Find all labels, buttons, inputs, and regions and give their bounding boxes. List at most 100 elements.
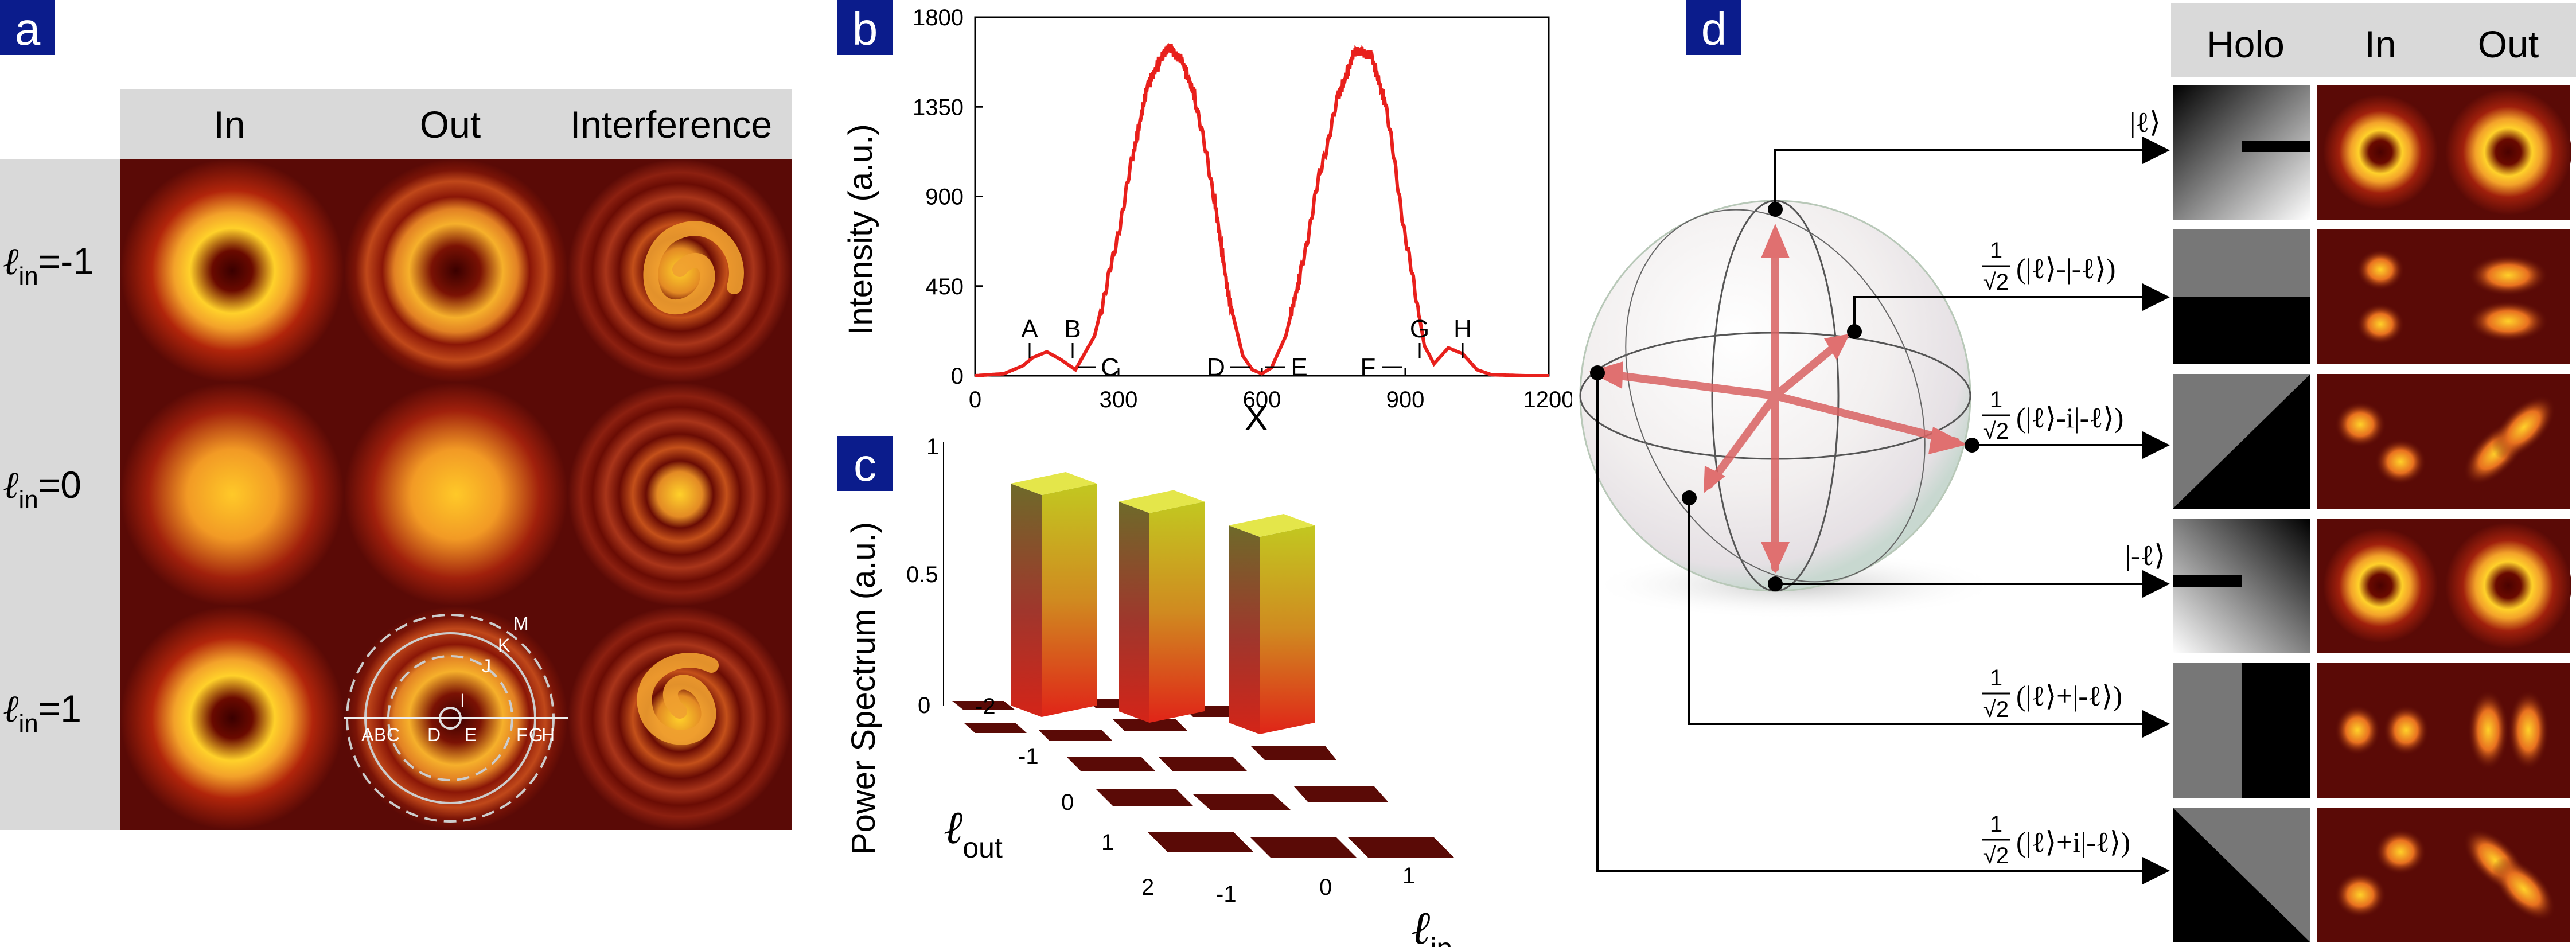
y-tick-label: 0 (951, 364, 964, 389)
interference-lminus1 (568, 159, 792, 383)
svg-text:√2: √2 (1983, 697, 2009, 722)
state-label-l: |ℓ⟩ (2130, 106, 2160, 138)
lout-tick-0: 0 (1061, 790, 1074, 815)
lout-tick-minus2: -2 (975, 694, 996, 719)
annot-B: B (1064, 315, 1081, 343)
panel-b: b Intensity (a.u.) 0 450 900 1350 1800 0 300 60… (837, 0, 1572, 436)
svg-text:(|ℓ⟩-|-ℓ⟩): (|ℓ⟩-|-ℓ⟩) (2016, 252, 2116, 285)
svg-text:B: B (374, 724, 386, 745)
header-bar-a (120, 89, 792, 159)
svg-text:C: C (387, 724, 400, 745)
lin-tick-0: 0 (1319, 875, 1332, 900)
lin-tick-minus1: -1 (1216, 882, 1237, 907)
panel-label-a-bg (0, 0, 55, 55)
bar-front (1119, 501, 1149, 723)
row-label-lin-1: ℓin=1 (3, 687, 81, 738)
col-header-in: In (213, 103, 245, 146)
y-tick-label: 450 (925, 274, 964, 299)
panel-a: a In Out Interference ℓin=-1 ℓin=0 ℓin=1… (0, 0, 792, 830)
state-label-plus: 1 √2 (|ℓ⟩+|-ℓ⟩) (1982, 665, 2122, 722)
col-header-interference: Interference (570, 103, 772, 146)
header-bar-d (2171, 3, 2576, 77)
row-label-lin-0: ℓin=0 (3, 463, 81, 514)
y-tick-label: 1800 (913, 5, 964, 30)
panel-label-d: d (1701, 3, 1727, 54)
panel-label-a: a (15, 3, 41, 54)
y-tick-label: 1350 (913, 95, 964, 120)
svg-text:I: I (460, 690, 465, 711)
panel-label-c: c (854, 439, 876, 490)
in-out-column (2317, 85, 2571, 942)
svg-text:K: K (498, 635, 510, 656)
svg-text:J: J (482, 656, 491, 676)
bar-side (1042, 484, 1097, 717)
x-tick-label: 0 (969, 387, 981, 412)
beam-in-l1 (120, 606, 344, 830)
state-labels: |ℓ⟩ 1 √2 (|ℓ⟩-|-ℓ⟩) 1 √2 (|ℓ⟩-i|-ℓ⟩) |-ℓ… (1982, 106, 2165, 868)
beam-out-l1-annotated: A B C D E F G H I J K M (344, 606, 568, 830)
bar-top (1011, 472, 1097, 495)
panel-label-d-bg (1686, 0, 1741, 55)
state-label-minus-l: |-ℓ⟩ (2125, 539, 2165, 571)
interference-l0 (568, 383, 792, 606)
svg-text:1: 1 (1990, 812, 2002, 837)
x-tick-label: 1200 (1523, 387, 1572, 412)
plot-frame (974, 16, 1550, 377)
col-header-in-d: In (2364, 23, 2396, 65)
svg-text:1: 1 (1990, 238, 2002, 263)
chart-b-ticks: 0 450 900 1350 1800 0 300 600 900 1200 (913, 5, 1572, 412)
col-header-out-d: Out (2478, 23, 2539, 65)
x-tick-label: 600 (1243, 387, 1281, 412)
beam-in-l0 (120, 383, 344, 606)
state-label-minus: 1 √2 (|ℓ⟩-|-ℓ⟩) (1982, 238, 2116, 295)
bars-3d (1011, 472, 1315, 734)
beam-out-l0 (344, 383, 568, 606)
svg-text:1: 1 (1990, 665, 2002, 691)
bar-top (1119, 490, 1205, 513)
region-annotations: A B C D E F G H (1021, 315, 1472, 381)
bloch-sphere (1579, 200, 2002, 619)
lin-tick-1: 1 (1402, 863, 1415, 888)
svg-text:(|ℓ⟩-i|-ℓ⟩): (|ℓ⟩-i|-ℓ⟩) (2016, 402, 2123, 434)
svg-text:√2: √2 (1983, 843, 2009, 868)
y-tick-label: 900 (925, 185, 964, 210)
bar-side (1149, 501, 1205, 723)
panel-label-c-bg (837, 436, 893, 491)
svg-text:A: A (361, 724, 374, 745)
svg-text:1: 1 (1990, 387, 2002, 412)
svg-text:E: E (465, 724, 477, 745)
svg-text:M: M (513, 613, 529, 634)
z-tick-05: 0.5 (906, 562, 938, 587)
y-axis-label: Intensity (a.u.) (842, 124, 879, 334)
panel-d: d (1579, 0, 2576, 942)
panel-label-b-bg (837, 0, 893, 55)
annot-H: H (1453, 315, 1472, 343)
state-label-minus-i: 1 √2 (|ℓ⟩-i|-ℓ⟩) (1982, 387, 2123, 444)
bar-front (1011, 484, 1042, 717)
col-header-holo: Holo (2207, 23, 2285, 65)
svg-text:H: H (541, 724, 555, 745)
bar-side (1260, 525, 1315, 734)
bar-top (1229, 514, 1315, 537)
x-tick-label: 300 (1100, 387, 1138, 412)
axis-label-lin: ℓin (1411, 903, 1452, 947)
svg-text:√2: √2 (1983, 419, 2009, 444)
x-tick-label: 900 (1386, 387, 1425, 412)
annot-D: D (1207, 353, 1225, 381)
z-tick-1: 1 (926, 436, 939, 459)
beam-out-lminus1 (344, 159, 568, 383)
connector-arrows (1596, 137, 2170, 884)
svg-text:(|ℓ⟩+|-ℓ⟩): (|ℓ⟩+|-ℓ⟩) (2016, 680, 2122, 712)
bar-front (1229, 525, 1260, 734)
z-tick-0: 0 (918, 693, 930, 718)
svg-text:F: F (516, 724, 528, 745)
panel-c: c Power Spectrum (a.u.) 1 0.5 0 -2 -1 0 … (837, 436, 1454, 947)
svg-text:√2: √2 (1983, 270, 2009, 295)
lout-tick-minus1: -1 (1018, 744, 1039, 769)
lout-tick-1: 1 (1101, 830, 1114, 855)
x-axis-label: X (1244, 399, 1268, 436)
annot-G: G (1410, 315, 1429, 343)
svg-text:D: D (427, 724, 441, 745)
row-label-lin-minus1: ℓin=-1 (3, 240, 94, 290)
col-header-out: Out (420, 103, 481, 146)
